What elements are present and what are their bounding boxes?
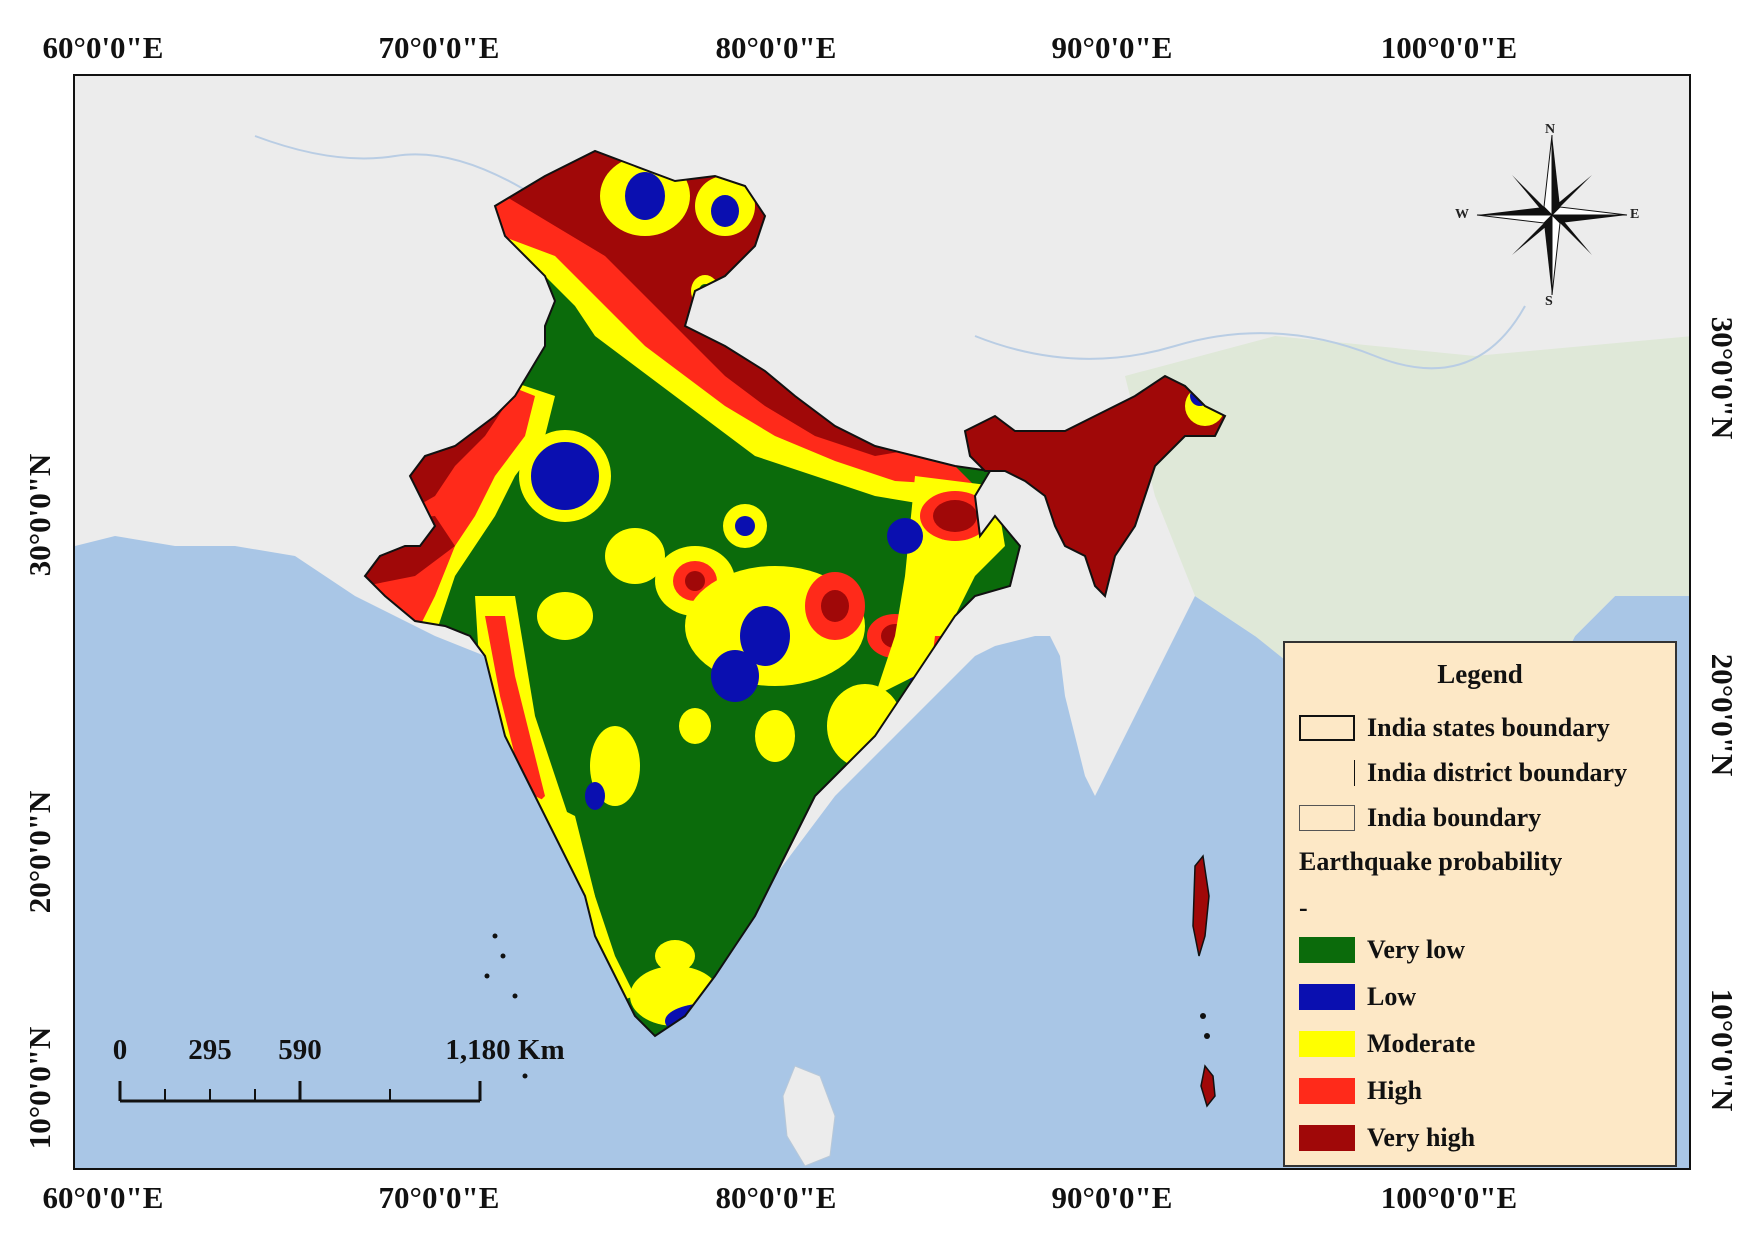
legend-item-very-high: Very high (1299, 1121, 1475, 1155)
lon-tick-top: 80°0'0"E (715, 30, 837, 65)
legend-dash: - (1299, 893, 1308, 922)
sri-lanka (782, 1065, 836, 1167)
basemap-svg (75, 76, 1689, 1168)
zone-low (711, 650, 759, 702)
lat-tick-left: 20°0'0"N (22, 790, 57, 914)
island-dot (1200, 1013, 1206, 1019)
map-canvas: N S E W (73, 74, 1691, 1170)
legend-item-low: Low (1299, 980, 1416, 1014)
compass-east-label: E (1630, 207, 1640, 222)
zone-low (585, 782, 605, 810)
zone-high (485, 616, 545, 806)
legend-swatch (1299, 715, 1355, 741)
zone-very-high (685, 571, 705, 591)
legend-swatch (1299, 1031, 1355, 1057)
lat-tick-left: 30°0'0"N (22, 453, 57, 577)
zone-moderate (679, 708, 711, 744)
north-arrow-icon (1476, 134, 1628, 296)
terrain-east (1125, 336, 1689, 716)
scale-label: 1,180 Km (445, 1034, 565, 1066)
scale-label: 0 (112, 1034, 128, 1066)
river (254, 135, 536, 197)
island-dot (484, 973, 490, 979)
ne-india-boundary (963, 374, 1227, 598)
lon-tick-top: 100°0'0"E (1380, 30, 1518, 65)
legend: Legend India states boundary India distr… (1283, 641, 1677, 1167)
island-dot (500, 953, 506, 959)
zone-very-high (821, 590, 849, 622)
legend-item-moderate: Moderate (1299, 1027, 1475, 1061)
zone-moderate (537, 592, 593, 640)
scale-bar (118, 1081, 482, 1103)
island-dot (492, 933, 498, 939)
zone-moderate (655, 940, 695, 972)
zone-moderate (605, 528, 665, 584)
zone-low (711, 195, 739, 227)
lon-tick-top: 60°0'0"E (42, 30, 164, 65)
zone-low (887, 518, 923, 554)
legend-item-district-boundary: India district boundary (1299, 756, 1627, 790)
legend-title: Legend (1437, 659, 1523, 689)
legend-swatch (1299, 1125, 1355, 1151)
lon-tick-bottom: 100°0'0"E (1380, 1180, 1518, 1215)
lat-tick-right: 10°0'0"N (1705, 988, 1740, 1112)
lon-tick-bottom: 60°0'0"E (42, 1180, 164, 1215)
legend-item-india-boundary: India boundary (1299, 801, 1541, 835)
island-dot (1204, 1033, 1210, 1039)
andaman-islands (1192, 854, 1210, 957)
island-dot (522, 1073, 528, 1079)
zone-low (735, 516, 755, 536)
river (974, 305, 1526, 370)
scale-label: 590 (278, 1034, 322, 1066)
scale-label: 295 (188, 1034, 232, 1066)
lat-tick-right: 20°0'0"N (1705, 653, 1740, 777)
lon-tick-top: 90°0'0"E (1051, 30, 1173, 65)
zone-low (740, 606, 790, 666)
legend-swatch (1299, 1078, 1355, 1104)
legend-swatch (1299, 984, 1355, 1010)
zone-low (519, 430, 611, 522)
zone-moderate (755, 710, 795, 762)
compass-north-label: N (1545, 122, 1556, 137)
zone-low (625, 172, 665, 220)
zone-very-high (933, 500, 977, 532)
lon-tick-bottom: 90°0'0"E (1051, 1180, 1173, 1215)
compass-south-label: S (1545, 294, 1553, 309)
legend-swatch (1299, 937, 1355, 963)
legend-item-high: High (1299, 1074, 1422, 1108)
legend-item-very-low: Very low (1299, 933, 1465, 967)
lon-tick-top: 70°0'0"E (378, 30, 500, 65)
lon-tick-bottom: 80°0'0"E (715, 1180, 837, 1215)
island-dot (512, 993, 518, 999)
legend-subtitle: Earthquake probability (1299, 847, 1563, 876)
zone-moderate (590, 726, 640, 806)
compass-west-label: W (1455, 207, 1469, 222)
legend-swatch (1299, 805, 1355, 831)
lat-tick-left: 10°0'0"N (22, 1026, 57, 1150)
legend-swatch (1299, 760, 1355, 786)
lon-tick-bottom: 70°0'0"E (378, 1180, 500, 1215)
legend-item-states-boundary: India states boundary (1299, 711, 1610, 745)
lat-tick-right: 30°0'0"N (1705, 316, 1740, 440)
nicobar-islands (1200, 1064, 1216, 1108)
